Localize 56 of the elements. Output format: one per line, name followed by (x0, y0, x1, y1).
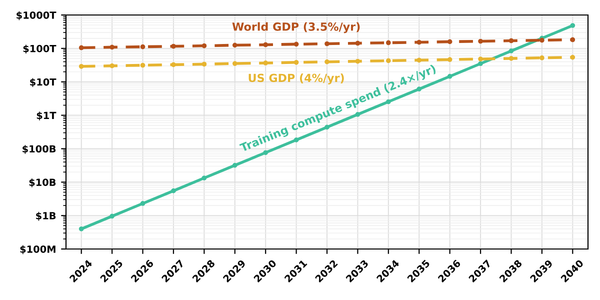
point (447, 57, 452, 62)
point (202, 176, 207, 180)
point (478, 56, 483, 62)
point (110, 44, 114, 50)
point (324, 41, 330, 46)
point (140, 62, 146, 68)
series-label: World GDP (3.5%/yr) (232, 22, 360, 34)
point (386, 99, 391, 104)
point (508, 48, 514, 54)
point (478, 61, 483, 66)
y-tick-label: $1T (36, 112, 56, 120)
point (110, 214, 114, 219)
point (202, 43, 207, 48)
point (294, 138, 299, 142)
point (508, 56, 514, 61)
point (386, 40, 391, 46)
point (263, 60, 268, 66)
point (508, 38, 514, 44)
point (78, 45, 84, 50)
point (232, 42, 238, 48)
point (355, 40, 360, 46)
point (386, 58, 391, 64)
point (202, 62, 207, 67)
point (232, 61, 238, 66)
point (110, 63, 114, 68)
series-label: US GDP (4%/yr) (248, 74, 344, 84)
point (416, 58, 422, 63)
point (478, 38, 483, 44)
y-tick-label: $1B (36, 212, 56, 221)
point (416, 40, 422, 45)
point (355, 58, 360, 64)
point (294, 42, 299, 47)
point (140, 201, 146, 206)
y-tick-label: $100M (20, 245, 56, 254)
point (540, 55, 544, 60)
y-tick-label: $1000T (16, 11, 56, 20)
point (570, 37, 576, 42)
point (447, 74, 452, 79)
point (263, 42, 268, 48)
y-tick-label: $10T (30, 78, 56, 87)
point (171, 62, 176, 68)
point (447, 39, 452, 44)
point (78, 226, 84, 232)
point (232, 162, 238, 168)
point (294, 60, 299, 65)
point (570, 23, 576, 28)
point (171, 188, 176, 194)
y-tick-label: $100B (22, 145, 56, 154)
point (324, 59, 330, 64)
point (355, 112, 360, 117)
point (570, 54, 576, 60)
point (140, 44, 146, 50)
y-tick-label: $100T (23, 44, 56, 54)
point (171, 44, 176, 49)
point (78, 64, 84, 69)
y-tick-label: $10B (29, 178, 56, 188)
